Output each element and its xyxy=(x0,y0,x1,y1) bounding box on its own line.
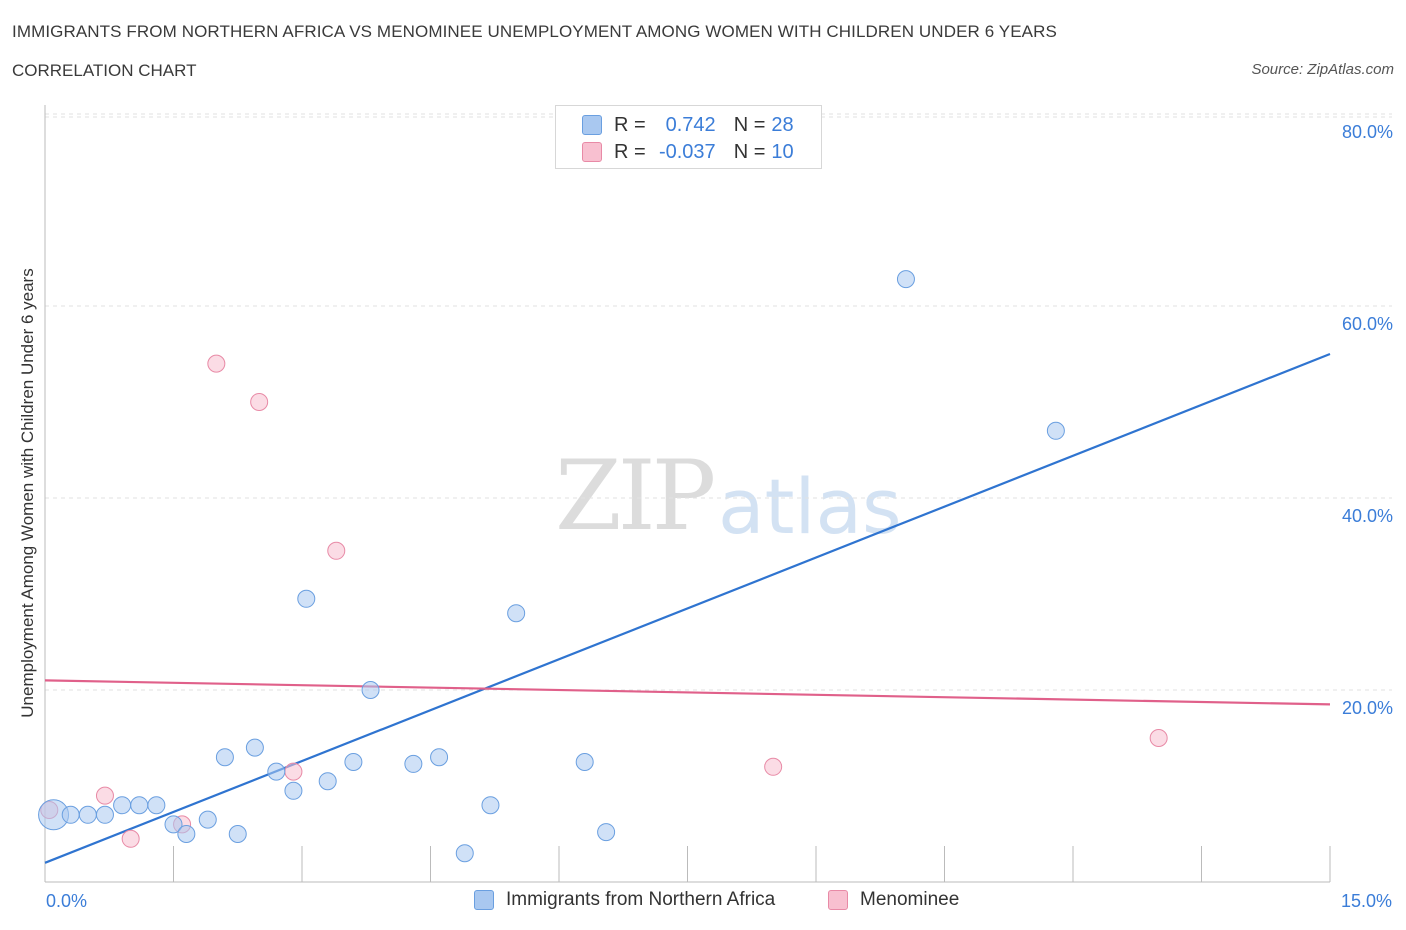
data-point xyxy=(61,805,80,824)
axes xyxy=(44,105,1331,883)
trend-line xyxy=(44,352,1331,864)
data-point xyxy=(164,815,183,834)
data-point xyxy=(215,748,234,767)
y-tick-label: 80.0% xyxy=(1342,122,1393,142)
chart-subtitle: CORRELATION CHART xyxy=(12,61,197,80)
data-point xyxy=(318,772,337,791)
data-point xyxy=(284,762,303,781)
data-point xyxy=(250,393,269,411)
trend-lines xyxy=(44,352,1331,864)
legend-n-value: 28 xyxy=(771,113,794,136)
series-legend-item-menominee[interactable]: Menominee xyxy=(828,889,959,911)
data-point xyxy=(130,796,149,815)
data-point xyxy=(361,681,380,699)
data-points xyxy=(38,270,1168,863)
legend-r-label: R = xyxy=(614,113,646,136)
data-point xyxy=(1046,421,1065,440)
data-point xyxy=(207,354,226,373)
data-point xyxy=(198,810,217,829)
legend-swatch-blue xyxy=(582,115,602,135)
source-label: Source: ZipAtlas.com xyxy=(1251,61,1394,78)
data-point xyxy=(78,805,97,824)
data-point xyxy=(113,796,132,815)
series-legend: Immigrants from Northern Africa Menomine… xyxy=(0,889,1406,915)
y-tick-label: 60.0% xyxy=(1342,314,1393,334)
data-point xyxy=(147,796,166,815)
legend-r-value: -0.037 xyxy=(658,140,716,163)
series-legend-label: Immigrants from Northern Africa xyxy=(506,889,776,910)
series-swatch-pink xyxy=(828,890,848,910)
legend-n-value: 10 xyxy=(771,140,794,163)
x-tick-label-max: 15.0% xyxy=(1341,891,1393,911)
legend-r-label: R = xyxy=(614,140,646,163)
data-point xyxy=(267,762,286,781)
x-tick-label-min: 0.0% xyxy=(46,891,88,911)
grid-lines xyxy=(45,113,1392,691)
data-point xyxy=(327,541,346,560)
data-point xyxy=(455,844,474,863)
data-point xyxy=(481,796,500,815)
data-point xyxy=(284,781,303,800)
legend-swatch-pink xyxy=(582,142,602,162)
data-point xyxy=(121,829,140,848)
data-point xyxy=(95,805,114,824)
data-point xyxy=(430,748,449,767)
y-tick-label: 20.0% xyxy=(1342,698,1393,718)
watermark-zip: ZIP xyxy=(555,440,716,552)
correlation-legend: R = 0.742 N = 28 R = -0.037 N = 10 xyxy=(555,105,822,169)
y-axis-label: Unemployment Among Women with Children U… xyxy=(18,268,37,718)
data-point xyxy=(95,786,114,805)
data-point xyxy=(764,757,783,776)
series-swatch-blue xyxy=(474,890,494,910)
data-point xyxy=(404,754,423,773)
legend-n-label: N = xyxy=(733,113,766,136)
data-point xyxy=(896,270,915,289)
data-point xyxy=(177,825,196,843)
data-point xyxy=(597,823,616,842)
y-tick-label: 40.0% xyxy=(1342,506,1393,526)
trend-line xyxy=(44,679,1331,706)
data-point xyxy=(1149,729,1168,747)
series-legend-item-northern-africa[interactable]: Immigrants from Northern Africa xyxy=(474,889,775,911)
legend-r-value: 0.742 xyxy=(665,113,716,136)
series-legend-label: Menominee xyxy=(860,889,960,910)
data-point xyxy=(245,738,264,757)
y-tick-labels: 20.0% 40.0% 60.0% 80.0% xyxy=(1342,122,1393,718)
data-point xyxy=(297,589,316,608)
data-point xyxy=(344,753,363,771)
data-point xyxy=(228,825,247,843)
data-point xyxy=(575,753,594,771)
data-point xyxy=(507,604,526,623)
legend-row-menominee: R = -0.037 N = 10 xyxy=(582,140,794,164)
legend-n-label: N = xyxy=(733,140,766,163)
legend-row-northern-africa: R = 0.742 N = 28 xyxy=(582,113,794,137)
chart-title: IMMIGRANTS FROM NORTHERN AFRICA VS MENOM… xyxy=(12,22,1057,41)
